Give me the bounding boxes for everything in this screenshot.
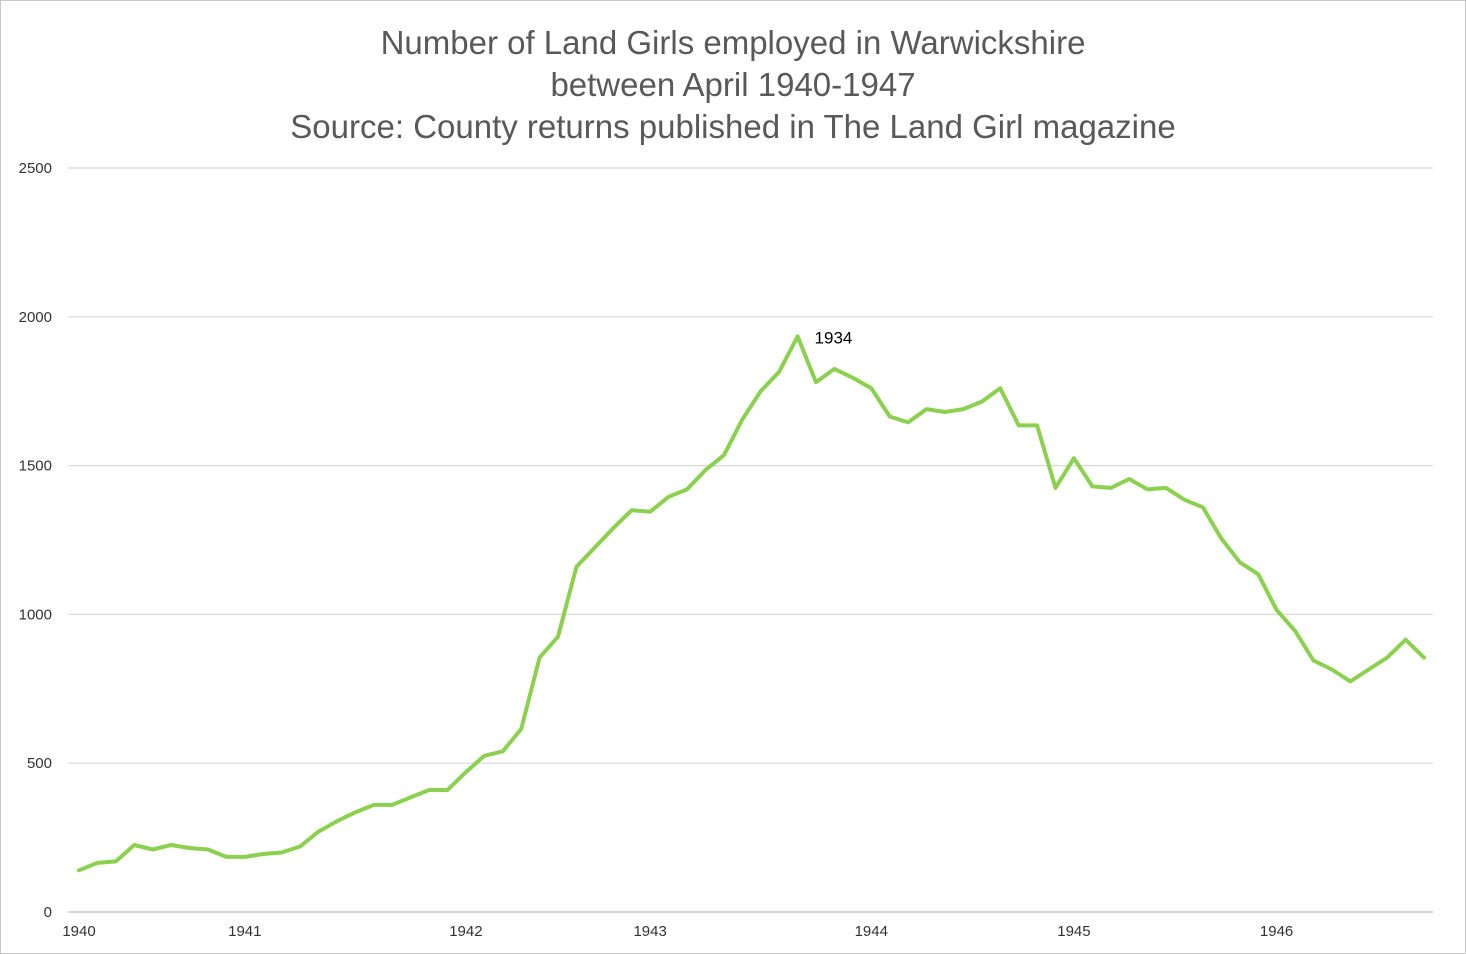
- y-axis-tick-labels: 0 500 1000 1500 2000 2500: [19, 160, 52, 921]
- x-tick-label: 1941: [228, 923, 261, 940]
- chart-title-line-2: between April 1940-1947: [550, 66, 916, 103]
- chart-title: Number of Land Girls employed in Warwick…: [0, 22, 1466, 148]
- series-line: [77, 334, 1426, 873]
- x-tick-label: 1946: [1260, 923, 1293, 940]
- y-tick-label: 0: [44, 904, 52, 921]
- x-tick-label: 1945: [1057, 923, 1090, 940]
- x-tick-label: 1943: [633, 923, 666, 940]
- y-tick-label: 500: [27, 755, 52, 772]
- y-tick-label: 1500: [19, 458, 52, 475]
- data-label-peak: 1934: [815, 328, 853, 347]
- gridlines: [68, 167, 1433, 913]
- series-layer: [77, 334, 1426, 873]
- chart-title-line-3: Source: County returns published in The …: [290, 108, 1176, 145]
- chart-title-line-1: Number of Land Girls employed in Warwick…: [380, 24, 1086, 61]
- y-tick-label: 1000: [19, 606, 52, 623]
- x-tick-label: 1942: [449, 923, 482, 940]
- x-tick-label: 1940: [62, 923, 95, 940]
- x-tick-label: 1944: [855, 923, 888, 940]
- y-tick-label: 2500: [19, 160, 52, 177]
- x-axis-tick-labels: 1940 1941 1942 1943 1944 1945 1946: [62, 923, 1293, 940]
- annotations: 1934: [815, 328, 853, 347]
- y-tick-label: 2000: [19, 309, 52, 326]
